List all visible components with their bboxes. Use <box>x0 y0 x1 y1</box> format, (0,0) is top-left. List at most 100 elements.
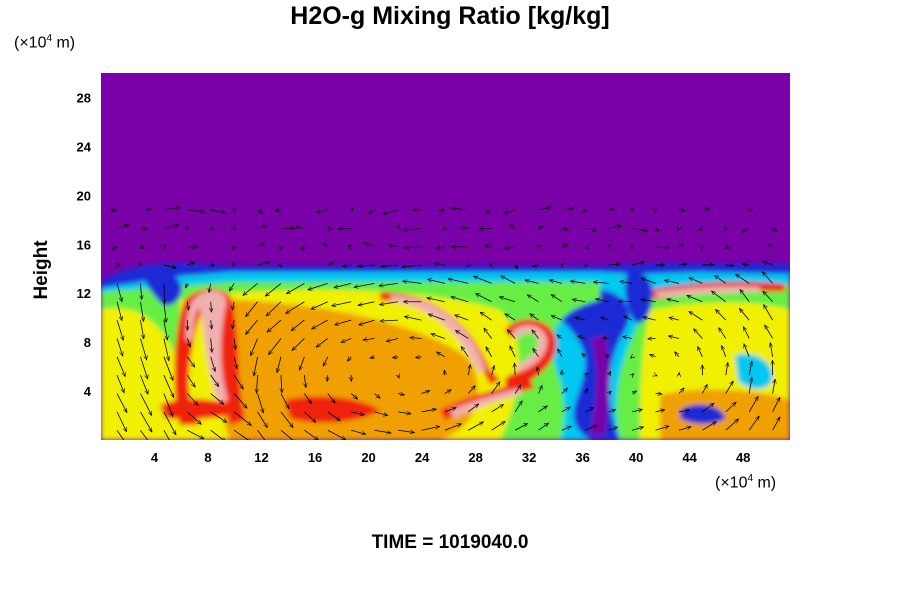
wind-arrow <box>368 210 375 214</box>
wind-arrow <box>275 210 281 211</box>
x-axis-unit: (×104 m) <box>715 473 777 492</box>
wind-arrow <box>140 411 152 432</box>
wind-arrow <box>461 346 469 358</box>
wind-arrow <box>436 247 445 249</box>
wind-arrow <box>116 301 122 321</box>
wind-arrow <box>233 247 234 250</box>
wind-arrow <box>140 228 147 229</box>
y-tick-label: 20 <box>77 188 91 203</box>
wind-arrow <box>632 409 642 411</box>
cyan-pocket <box>735 353 773 389</box>
wind-arrow <box>726 247 729 249</box>
wind-arrow <box>608 410 616 412</box>
wind-arrow <box>410 338 422 339</box>
wind-arrow <box>561 228 568 230</box>
wind-arrow <box>585 425 597 431</box>
wind-arrow <box>427 298 445 303</box>
wind-arrow <box>562 263 564 265</box>
wind-arrow <box>668 336 680 338</box>
wind-arrow <box>257 375 258 393</box>
wind-arrow <box>254 356 258 376</box>
wind-arrow <box>210 374 219 386</box>
wind-arrow <box>163 375 175 397</box>
wind-arrow <box>267 319 282 332</box>
wind-arrow <box>585 247 589 250</box>
wind-arrow <box>347 357 351 361</box>
wind-arrow <box>210 209 226 213</box>
wind-arrow <box>163 430 170 440</box>
wind-arrow <box>211 338 212 352</box>
pink-left <box>186 290 228 402</box>
wind-arrow <box>689 277 703 284</box>
wind-arrow <box>451 297 469 303</box>
wind-arrow <box>678 388 684 394</box>
wind-arrow <box>434 263 445 265</box>
wind-arrow <box>585 373 588 375</box>
wind-arrow <box>277 356 282 373</box>
wind-arrow <box>538 385 543 394</box>
y-tick-labels: 4 8 12 16 20 24 28 <box>77 90 92 399</box>
wind-arrow <box>210 393 224 405</box>
wind-arrow <box>551 315 563 321</box>
wind-arrow <box>719 328 727 339</box>
wind-arrow <box>334 283 352 287</box>
y-axis-unit: (×104 m) <box>14 33 76 52</box>
blue-notch <box>625 271 653 323</box>
wind-arrow <box>492 365 495 376</box>
wind-arrow <box>316 338 329 347</box>
wind-arrow <box>350 393 357 400</box>
wind-arrow <box>374 429 392 433</box>
wind-arrow <box>486 347 493 358</box>
x-tick-label: 8 <box>204 450 211 465</box>
wind-arrow <box>304 411 316 422</box>
wind-arrow <box>308 283 328 289</box>
wind-arrow <box>257 393 264 413</box>
wind-arrow <box>398 225 400 228</box>
wind-arrow <box>140 356 147 379</box>
wind-arrow <box>468 421 483 431</box>
wind-arrow <box>702 384 708 394</box>
x-tick-label: 16 <box>308 450 322 465</box>
wind-arrow <box>533 348 539 358</box>
wind-arrow <box>140 338 146 359</box>
wind-arrow <box>538 245 540 247</box>
wind-arrow <box>380 265 399 266</box>
wind-arrow <box>675 352 680 358</box>
wind-arrow <box>116 411 127 432</box>
wind-arrow <box>268 338 282 354</box>
wind-arrow <box>232 209 234 210</box>
wind-arrow <box>618 301 633 302</box>
wind-arrow <box>186 338 190 347</box>
wind-arrow <box>748 377 752 394</box>
wind-arrow <box>570 281 586 283</box>
wind-arrow <box>292 338 305 350</box>
wind-arrow <box>257 242 265 248</box>
wind-arrow <box>332 301 352 306</box>
wind-arrow <box>585 407 594 413</box>
wind-arrow <box>725 265 734 266</box>
wind-arrow <box>379 283 399 285</box>
wind-arrow <box>354 283 375 287</box>
wind-arrow <box>374 393 381 399</box>
wind-arrow <box>374 411 388 416</box>
wind-arrow <box>739 308 750 321</box>
wind-arrow <box>770 343 772 357</box>
wind-arrow <box>211 320 212 329</box>
wind-vectors <box>111 207 781 440</box>
wind-arrow <box>632 374 634 376</box>
wind-arrow <box>233 411 251 426</box>
wind-arrow <box>234 338 235 349</box>
chart-title: H2O-g Mixing Ratio [kg/kg] <box>290 2 610 30</box>
dry-core <box>590 335 610 435</box>
wind-arrow <box>489 264 491 265</box>
wind-arrow <box>632 262 644 266</box>
pink-cap <box>655 286 760 298</box>
wind-arrow <box>585 388 588 394</box>
wind-arrow <box>403 281 422 283</box>
wind-arrow <box>327 261 334 265</box>
wind-arrow <box>364 243 375 248</box>
wind-arrow <box>358 265 375 266</box>
wind-arrow <box>439 210 445 211</box>
wind-arrow <box>762 272 773 284</box>
